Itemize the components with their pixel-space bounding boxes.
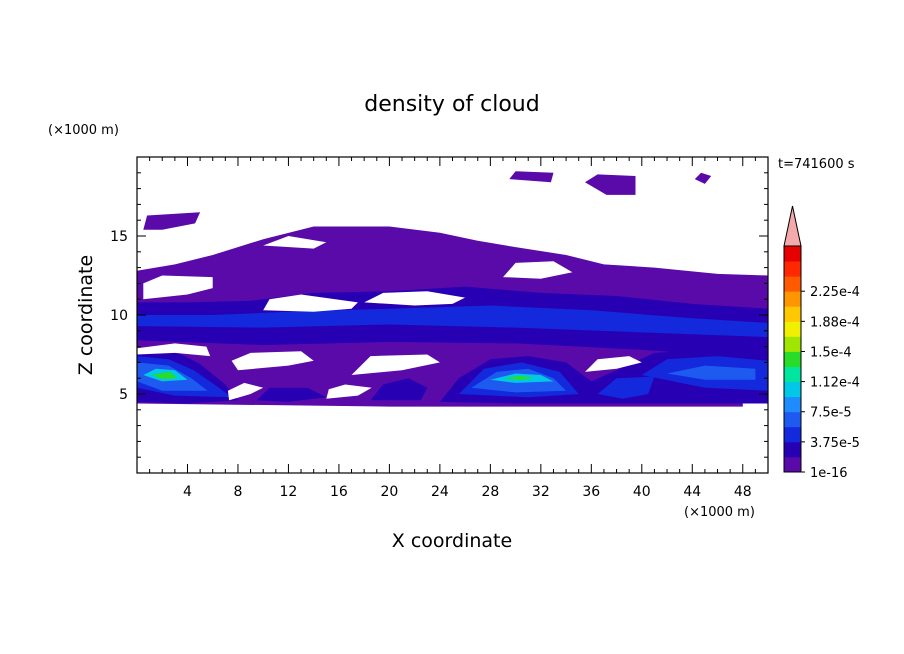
contour-region-15 <box>597 376 655 399</box>
x-axis-unit-label: (×1000 m) <box>684 505 755 520</box>
colorbar-swatch <box>784 441 801 458</box>
x-tick-label: 36 <box>582 484 600 500</box>
colorbar-label: 7.5e-5 <box>810 406 852 421</box>
contour-region-5 <box>694 172 712 184</box>
time-label: t=741600 s <box>778 157 855 172</box>
colorbar-swatch <box>784 366 801 382</box>
colorbar-swatch <box>784 396 801 413</box>
cloud-gap-8 <box>351 354 440 375</box>
cloud-gap-3 <box>364 291 466 306</box>
cloud-gap-5 <box>263 236 327 249</box>
y-axis: 5 10 15 <box>110 172 768 458</box>
colorbar-swatch <box>784 246 801 262</box>
colorbar-swatch <box>784 411 801 428</box>
colorbar-label: 1.88e-4 <box>810 315 860 330</box>
colorbar-swatch <box>784 351 801 367</box>
x-tick-label: 28 <box>481 484 499 500</box>
colorbar-swatch <box>784 306 801 322</box>
cloud-gap-9 <box>585 356 642 372</box>
colorbar-extend-arrow <box>783 205 802 247</box>
contour-region-22 <box>503 375 535 380</box>
cloud-gap-11 <box>326 384 372 399</box>
x-axis-label: X coordinate <box>392 530 512 552</box>
cloud-gap-2 <box>263 294 358 312</box>
contour-region-10 <box>370 378 428 401</box>
contour-region-18 <box>667 365 756 380</box>
colorbar-swatch <box>784 321 801 337</box>
x-tick-label: 16 <box>330 484 348 500</box>
colorbar-swatch <box>784 336 801 352</box>
y-axis-label: Z coordinate <box>75 255 97 375</box>
contour-region-11 <box>256 387 327 402</box>
contour-region-7 <box>137 305 768 338</box>
contour-region-21 <box>152 371 178 379</box>
contour-region-4 <box>585 174 636 195</box>
y-axis-unit-label: (×1000 m) <box>48 123 119 138</box>
colorbar-label: 1.5e-4 <box>810 345 852 360</box>
cloud-gap-4 <box>503 261 573 279</box>
y-tick-label: 10 <box>110 308 128 324</box>
colorbar-label: 1.12e-4 <box>810 376 860 391</box>
colorbar-swatch <box>784 276 801 292</box>
x-tick-label: 20 <box>380 484 398 500</box>
colorbar-label: 1e-16 <box>810 466 848 481</box>
x-axis: 4 8 12 16 20 24 28 32 36 40 44 48 <box>149 157 756 500</box>
x-tick-label: 12 <box>280 484 298 500</box>
x-tick-label: 8 <box>233 484 242 500</box>
cloud-gap-6 <box>137 343 211 357</box>
colorbar-swatch <box>784 291 801 307</box>
y-tick-label: 5 <box>119 387 128 403</box>
cloud-gap-7 <box>231 351 314 371</box>
x-tick-label: 44 <box>683 484 701 500</box>
chart-title: density of cloud <box>364 92 539 117</box>
colorbar: 1e-16 3.75e-5 7.5e-5 1.12e-4 1.5e-4 1.88e-4 2.… <box>783 205 860 481</box>
colorbar-swatch <box>784 261 801 277</box>
x-tick-label: 40 <box>633 484 651 500</box>
cloud-gap-10 <box>227 382 264 401</box>
colorbar-label: 2.25e-4 <box>810 285 860 300</box>
cloud-gap-1 <box>143 275 213 300</box>
colorbar-frame <box>783 245 802 473</box>
x-tick-label: 24 <box>431 484 449 500</box>
x-tick-label: 4 <box>183 484 192 500</box>
colorbar-swatch <box>784 456 801 473</box>
y-tick-label: 15 <box>110 229 128 245</box>
plot-area <box>137 171 768 407</box>
colorbar-swatch <box>784 381 801 398</box>
contour-region-2 <box>143 212 201 230</box>
colorbar-label: 3.75e-5 <box>810 436 860 451</box>
colorbar-swatch <box>784 426 801 443</box>
contour-region-3 <box>509 171 554 183</box>
x-tick-label: 32 <box>532 484 550 500</box>
x-tick-label: 48 <box>734 484 752 500</box>
